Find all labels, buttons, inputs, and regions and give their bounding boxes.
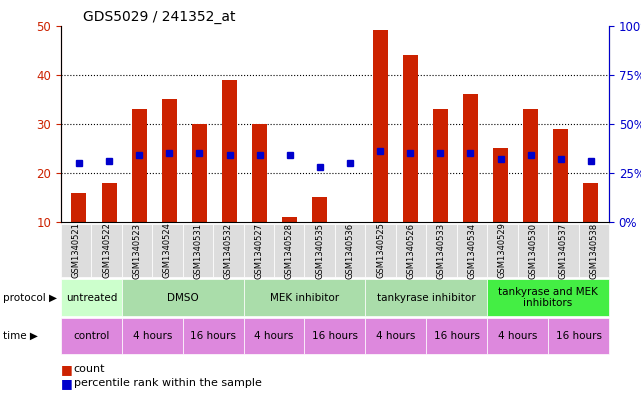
Text: GDS5029 / 241352_at: GDS5029 / 241352_at xyxy=(83,10,236,24)
Text: untreated: untreated xyxy=(65,293,117,303)
Bar xyxy=(372,30,388,222)
Text: GSM1340523: GSM1340523 xyxy=(133,222,142,279)
Text: GSM1340527: GSM1340527 xyxy=(254,222,263,279)
Bar xyxy=(523,109,538,222)
Bar xyxy=(252,124,267,222)
Text: 16 hours: 16 hours xyxy=(312,331,358,341)
Text: MEK inhibitor: MEK inhibitor xyxy=(270,293,339,303)
Bar xyxy=(463,94,478,222)
Bar xyxy=(493,148,508,222)
Text: GSM1340521: GSM1340521 xyxy=(72,222,81,279)
Bar xyxy=(71,193,87,222)
Text: GSM1340529: GSM1340529 xyxy=(498,222,507,279)
Text: GSM1340535: GSM1340535 xyxy=(315,222,324,279)
Text: control: control xyxy=(73,331,110,341)
Bar xyxy=(131,109,147,222)
Text: time ▶: time ▶ xyxy=(3,331,38,341)
Text: 4 hours: 4 hours xyxy=(376,331,415,341)
Text: count: count xyxy=(74,364,105,375)
Bar xyxy=(553,129,569,222)
Text: 16 hours: 16 hours xyxy=(190,331,236,341)
Bar xyxy=(101,183,117,222)
Text: 4 hours: 4 hours xyxy=(498,331,537,341)
Text: GSM1340534: GSM1340534 xyxy=(467,222,476,279)
Text: tankyrase and MEK
inhibitors: tankyrase and MEK inhibitors xyxy=(498,287,598,309)
Bar xyxy=(162,99,177,222)
Text: percentile rank within the sample: percentile rank within the sample xyxy=(74,378,262,388)
Text: GSM1340526: GSM1340526 xyxy=(406,222,415,279)
Text: GSM1340525: GSM1340525 xyxy=(376,222,385,279)
Text: GSM1340536: GSM1340536 xyxy=(345,222,354,279)
Text: GSM1340530: GSM1340530 xyxy=(528,222,537,279)
Text: GSM1340524: GSM1340524 xyxy=(163,222,172,279)
Text: ■: ■ xyxy=(61,376,72,390)
Text: GSM1340538: GSM1340538 xyxy=(589,222,598,279)
Text: 4 hours: 4 hours xyxy=(133,331,172,341)
Text: 16 hours: 16 hours xyxy=(556,331,601,341)
Bar xyxy=(282,217,297,222)
Bar xyxy=(403,55,418,222)
Text: ■: ■ xyxy=(61,363,72,376)
Text: GSM1340532: GSM1340532 xyxy=(224,222,233,279)
Text: protocol ▶: protocol ▶ xyxy=(3,293,57,303)
Text: DMSO: DMSO xyxy=(167,293,199,303)
Bar xyxy=(433,109,448,222)
Bar xyxy=(192,124,207,222)
Bar xyxy=(222,79,237,222)
Text: 16 hours: 16 hours xyxy=(434,331,479,341)
Bar xyxy=(583,183,599,222)
Text: tankyrase inhibitor: tankyrase inhibitor xyxy=(377,293,476,303)
Text: GSM1340533: GSM1340533 xyxy=(437,222,446,279)
Text: GSM1340522: GSM1340522 xyxy=(102,222,111,279)
Text: GSM1340531: GSM1340531 xyxy=(194,222,203,279)
Bar xyxy=(312,197,328,222)
Text: GSM1340528: GSM1340528 xyxy=(285,222,294,279)
Text: GSM1340537: GSM1340537 xyxy=(559,222,568,279)
Text: 4 hours: 4 hours xyxy=(254,331,294,341)
